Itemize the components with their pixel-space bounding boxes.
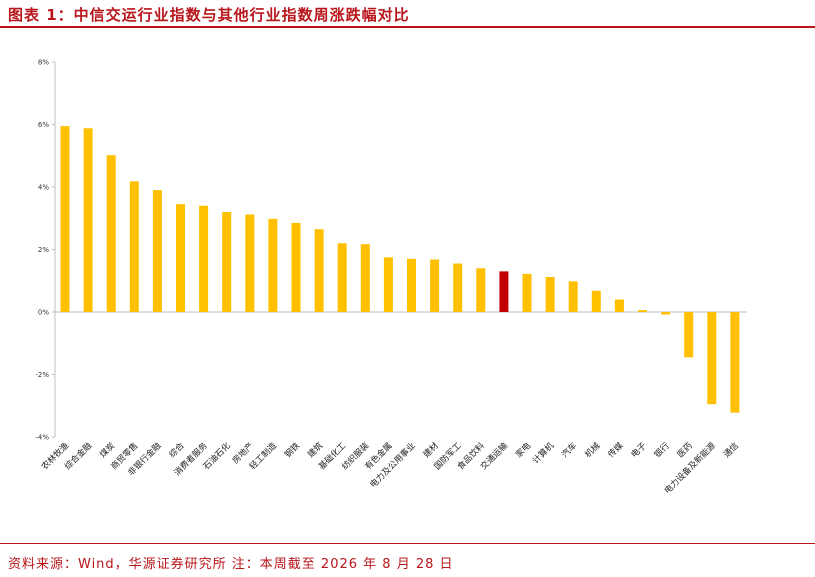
bar-25 [614, 299, 624, 312]
bar-6 [176, 204, 185, 312]
bar-16 [407, 258, 416, 312]
x-tick-label: 计算机 [530, 440, 556, 466]
bar-11 [291, 222, 301, 312]
bar-3 [106, 155, 116, 312]
chart-x-labels: 农林牧渔综合金融 煤炭商贸零售非银行金融 综合消费者服务石油石化房地产轻工制造 钢铁建… [39, 440, 741, 496]
bar-30 [730, 312, 740, 413]
title-divider [0, 26, 815, 28]
bar-27 [661, 312, 671, 315]
footer-divider [0, 543, 815, 544]
y-tick-label: 8% [38, 59, 49, 67]
chart-title: 图表 1：中信交运行业指数与其他行业指数周涨跌幅对比 [8, 6, 410, 24]
bar-9 [245, 214, 255, 312]
bar-8 [222, 212, 232, 312]
bar-29 [707, 312, 717, 405]
x-tick-label: 家电 [513, 440, 533, 460]
bar-17 [430, 259, 440, 312]
y-tick-label: 6% [38, 121, 49, 129]
y-tick-label: 0% [38, 309, 49, 317]
y-tick-label: 2% [38, 246, 49, 254]
x-tick-label: 钢铁 [282, 440, 302, 460]
bar-13 [337, 243, 347, 312]
bar-1 [60, 126, 70, 312]
x-tick-label: 传媒 [606, 440, 626, 460]
x-tick-label: 电子 [629, 440, 649, 460]
bar-15 [383, 257, 393, 312]
y-tick-label: 4% [38, 184, 49, 192]
x-tick-label: 机械 [583, 440, 603, 460]
bar-24 [591, 290, 601, 312]
y-tick-label: -4% [35, 434, 49, 442]
x-tick-label: 通信 [721, 440, 741, 460]
bar-4 [129, 181, 139, 312]
bar-20 [499, 271, 509, 312]
source-note: 资料来源：Wind，华源证券研究所 注：本周截至 2026 年 8 月 28 日 [8, 557, 454, 572]
bar-18 [453, 263, 463, 312]
bar-26 [638, 310, 647, 312]
x-tick-label: 银行 [652, 440, 672, 460]
bar-2 [83, 128, 93, 312]
y-tick-label: -2% [35, 371, 49, 379]
x-tick-label: 综合 [167, 440, 187, 460]
chart-axes: 8% 6% 4% 2% 0% -2% -4% [35, 59, 747, 442]
bar-10 [268, 218, 278, 312]
x-tick-label: 建材 [421, 440, 441, 460]
bar-7 [199, 205, 209, 312]
bar-19 [476, 268, 486, 312]
bar-12 [314, 229, 324, 312]
x-tick-label: 医药 [675, 440, 695, 460]
bar-5 [152, 190, 162, 312]
bar-14 [360, 244, 370, 312]
bar-22 [545, 277, 555, 312]
x-tick-label: 建筑 [305, 440, 325, 460]
bar-23 [568, 281, 578, 312]
x-tick-label: 汽车 [560, 440, 580, 460]
chart-bars [60, 126, 740, 413]
bar-21 [522, 273, 532, 312]
x-tick-label: 煤炭 [98, 440, 118, 460]
bar-28 [684, 312, 694, 358]
